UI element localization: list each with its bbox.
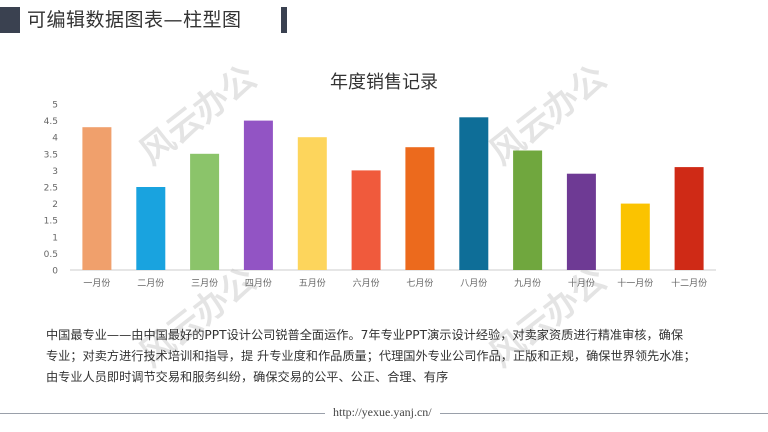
x-tick-label: 七月份 (406, 277, 433, 289)
bar (190, 153, 220, 270)
description-line: 中国最专业——由中国最好的PPT设计公司锐普全面运作。7年专业PPT演示设计经验… (46, 328, 684, 342)
y-tick-label: 5 (52, 101, 58, 111)
description: 中国最专业——由中国最好的PPT设计公司锐普全面运作。7年专业PPT演示设计经验… (46, 325, 736, 388)
bar (513, 150, 543, 270)
description-line: 由专业人员即时调节交易和服务纠纷，确保交易的公平、公正、合理、有序 (46, 370, 449, 384)
title-accent-left (0, 7, 20, 33)
bar (405, 147, 435, 270)
x-tick-label: 二月份 (137, 277, 164, 289)
y-tick-label: 4.5 (44, 117, 58, 127)
y-tick-label: 2 (52, 200, 58, 210)
header: 可编辑数据图表—柱型图 (0, 7, 300, 33)
y-tick-label: 0.5 (44, 250, 58, 260)
bar (674, 167, 704, 270)
x-tick-label: 八月份 (460, 277, 487, 289)
x-tick-label: 三月份 (191, 277, 218, 289)
y-tick-label: 0 (52, 267, 58, 277)
y-tick-label: 1.5 (44, 217, 58, 227)
bar (351, 170, 381, 270)
bar (297, 137, 327, 270)
x-tick-label: 十一月份 (617, 277, 653, 289)
bar (243, 120, 273, 270)
x-tick-label: 一月份 (83, 277, 110, 289)
bar (566, 173, 596, 270)
page-title: 可编辑数据图表—柱型图 (27, 9, 242, 31)
x-tick-label: 十月份 (568, 277, 595, 289)
x-tick-label: 九月份 (514, 277, 541, 289)
chart-canvas: 0 0.5 1 1.5 2 2.5 3 3.5 4 4.5 5 一月份 二月份 三月份 四月份 五月份 六月份 七… (44, 101, 716, 289)
x-tick-label: 四月份 (245, 277, 272, 289)
title-accent-right (281, 7, 287, 33)
x-tick-label: 六月份 (353, 277, 380, 289)
chart-title: 年度销售记录 (330, 72, 438, 93)
y-tick-label: 3.5 (44, 150, 58, 160)
y-tick-label: 2.5 (44, 184, 58, 194)
y-tick-label: 3 (52, 167, 58, 177)
y-tick-label: 4 (52, 134, 58, 144)
footer-divider-left (0, 413, 325, 414)
x-tick-label: 十二月份 (671, 277, 707, 289)
bar-chart: 年度销售记录 0 0.5 1 1.5 2 2.5 3 3.5 4 4.5 5 一月份 二月份 三月份 四月份… (0, 58, 768, 298)
y-tick-label: 1 (52, 233, 58, 243)
bar (620, 203, 650, 270)
footer-divider-right (440, 413, 768, 414)
footer-url[interactable]: http://yexue.yanj.cn/ (333, 405, 432, 419)
x-tick-label: 五月份 (299, 277, 326, 289)
description-line: 专业；对卖方进行技术培训和指导，提 升专业度和作品质量；代理国外专业公司作品，正… (46, 349, 696, 363)
bar (82, 127, 112, 270)
bar (136, 187, 166, 270)
bar (459, 117, 489, 270)
